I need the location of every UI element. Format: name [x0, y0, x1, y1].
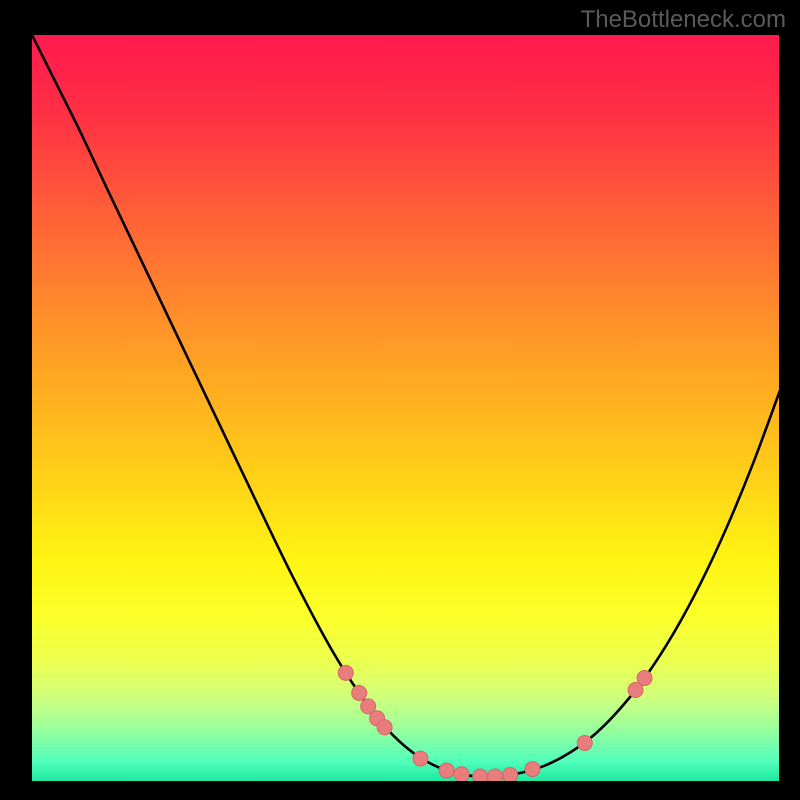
curve-layer [32, 35, 779, 781]
watermark-label: TheBottleneck.com [581, 6, 786, 34]
data-marker [488, 769, 503, 781]
data-marker [377, 720, 392, 735]
bottleneck-curve [32, 35, 779, 777]
data-marker [338, 665, 353, 680]
data-marker [352, 685, 367, 700]
data-marker [473, 769, 488, 781]
plot-area [32, 35, 779, 781]
data-marker [454, 767, 469, 781]
data-marker [439, 763, 454, 778]
data-marker [577, 735, 592, 750]
data-marker [637, 671, 652, 686]
data-marker [413, 751, 428, 766]
data-marker [503, 768, 518, 781]
data-marker [525, 762, 540, 777]
